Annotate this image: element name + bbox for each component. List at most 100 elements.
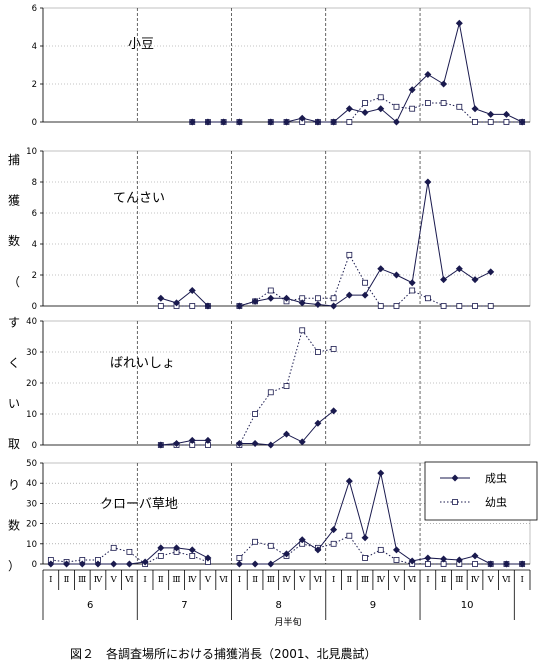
y-label-char: 取 <box>8 437 20 451</box>
larva-point <box>330 345 337 352</box>
adult-point <box>424 71 432 78</box>
adult-point <box>94 560 102 568</box>
adult-point <box>173 544 181 552</box>
larva-point <box>189 303 196 309</box>
adult-point <box>361 291 369 299</box>
adult-point <box>377 469 385 477</box>
larva-point <box>487 303 494 309</box>
larva-point <box>346 532 353 539</box>
adult-point <box>188 118 196 126</box>
x-tick-label: Ⅲ <box>267 575 275 585</box>
larva-point <box>315 295 321 302</box>
larva-point <box>456 103 463 110</box>
adult-point <box>518 118 526 126</box>
x-tick-label: Ⅳ <box>471 575 480 585</box>
legend: 成虫 幼虫 <box>424 461 538 521</box>
larva-point <box>472 303 478 309</box>
legend-box <box>424 461 538 521</box>
larva-point <box>267 287 274 294</box>
y-label-char: く <box>8 356 20 370</box>
adult-point <box>518 560 526 568</box>
adult-point <box>345 477 353 485</box>
adult-point <box>251 439 259 447</box>
larva-point <box>472 119 478 125</box>
adult-point <box>408 86 416 94</box>
y-tick-label: 10 <box>26 410 37 420</box>
adult-line <box>160 289 209 307</box>
adult-point <box>487 268 495 276</box>
larva-point <box>346 251 353 258</box>
larva-point <box>503 119 510 125</box>
x-tick-label: Ⅱ <box>252 575 258 585</box>
adult-point <box>314 419 322 427</box>
larva-point <box>267 389 274 396</box>
adult-point <box>157 294 165 302</box>
adult-point <box>188 546 196 554</box>
larva-point <box>424 561 431 567</box>
legend-adult-marker <box>451 474 459 482</box>
adult-point <box>487 110 495 118</box>
y-label-char: 数 <box>8 517 20 532</box>
adult-point <box>392 118 400 126</box>
x-tick-label: Ⅰ <box>520 575 523 585</box>
larva-point <box>377 303 384 309</box>
y-label-char: （ <box>8 275 20 289</box>
adult-point <box>267 560 275 568</box>
adult-point <box>141 558 149 566</box>
x-tick-label: Ⅴ <box>392 575 400 585</box>
larva-point <box>377 546 384 553</box>
x-tick-label: Ⅲ <box>172 575 180 585</box>
adult-point <box>314 546 322 554</box>
y-tick-label: 0 <box>32 441 37 451</box>
larva-point <box>189 553 196 559</box>
larva-point <box>456 303 463 309</box>
x-tick-label: Ⅵ <box>218 575 228 585</box>
y-tick-label: 20 <box>26 520 37 530</box>
adult-point <box>298 438 306 446</box>
month-label: 7 <box>181 600 187 611</box>
panels: 0 2 4 6 小豆 0 2 4 6 8 10 てんさい 0 10 20 30 40 ばれいしょ 0 10 20 30 40… <box>26 4 531 570</box>
larva-point <box>362 279 368 286</box>
y-tick-label: 50 <box>26 459 37 469</box>
x-tick-label: Ⅲ <box>78 575 86 585</box>
panel-title: クローバ草地 <box>100 497 178 512</box>
adult-point <box>235 118 243 126</box>
adult-point <box>330 407 338 415</box>
adult-point <box>204 118 212 126</box>
panel-3: 0 10 20 30 40 50 クローバ草地 <box>26 459 531 570</box>
adult-point <box>487 560 495 568</box>
x-tick-label: Ⅵ <box>407 575 417 585</box>
y-tick-label: 8 <box>32 178 37 188</box>
adult-point <box>502 110 510 118</box>
x-tick-label: Ⅳ <box>94 575 103 585</box>
x-tick-label: Ⅳ <box>188 575 197 585</box>
larva-point <box>157 553 164 559</box>
adult-point <box>408 279 416 287</box>
x-tick-label: Ⅱ <box>64 575 70 585</box>
larva-point <box>487 119 494 125</box>
x-tick-label: Ⅵ <box>313 575 323 585</box>
x-tick-label: Ⅴ <box>298 575 306 585</box>
x-tick-label: Ⅳ <box>282 575 291 585</box>
x-axis: Ⅰ Ⅱ Ⅲ Ⅳ Ⅴ Ⅵ Ⅰ Ⅱ Ⅲ Ⅳ Ⅴ Ⅵ Ⅰ Ⅱ Ⅲ Ⅳ Ⅴ Ⅵ Ⅰ Ⅱ Ⅲ Ⅳ Ⅴ Ⅵ Ⅰ Ⅱ Ⅲ Ⅳ Ⅴ Ⅵ Ⅰ6 7 8 9 10 <box>42 569 531 620</box>
adult-point <box>283 294 290 302</box>
adult-point <box>173 299 181 307</box>
adult-point <box>345 291 353 299</box>
y-tick-label: 2 <box>32 80 37 90</box>
y-label-char: ） <box>8 559 20 573</box>
adult-point <box>235 560 243 568</box>
larva-point <box>409 105 416 112</box>
adult-point <box>502 560 510 568</box>
adult-point <box>377 265 385 273</box>
y-tick-label: 0 <box>32 560 37 570</box>
y-tick-label: 2 <box>32 271 37 281</box>
larva-point <box>267 542 274 549</box>
larva-point <box>157 303 164 309</box>
x-tick-label: Ⅱ <box>441 575 447 585</box>
larva-point <box>252 538 258 545</box>
adult-point <box>330 118 338 126</box>
panel-2: 0 10 20 30 40 ばれいしょ <box>26 317 531 451</box>
adult-point <box>251 560 259 568</box>
larva-point <box>362 100 368 106</box>
